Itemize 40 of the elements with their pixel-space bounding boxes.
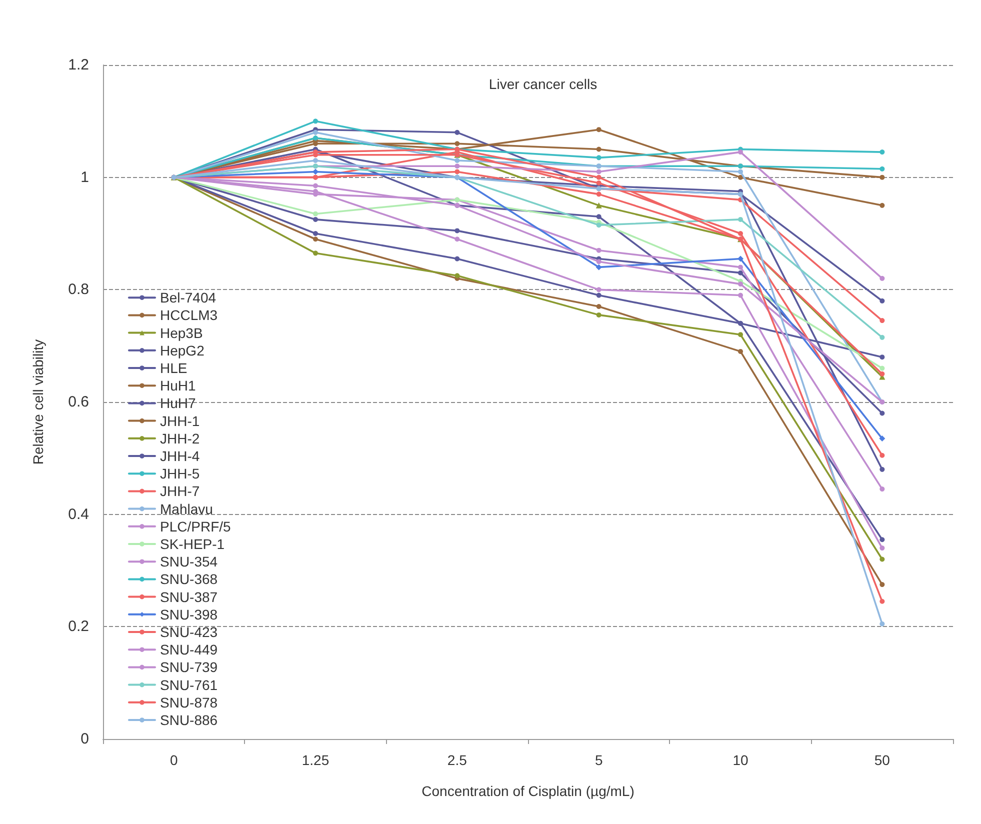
x-tick-label: 2.5: [447, 752, 468, 768]
legend-label: SNU-739: [160, 659, 218, 676]
legend-label: SNU-878: [160, 694, 218, 710]
legend-label: PLC/PRF/5: [160, 518, 232, 534]
legend-label: SNU-423: [160, 624, 218, 640]
y-tick-label: 0.8: [68, 281, 89, 298]
x-tick-label: 1.25: [302, 752, 330, 768]
y-tick-label: 0.4: [68, 506, 89, 523]
legend-label: HepG2: [160, 342, 205, 358]
y-axis-title: Relative cell viability: [30, 339, 46, 465]
legend-label: SNU-368: [160, 571, 218, 588]
y-tick-label: 1: [80, 168, 89, 186]
legend-label: JHH-1: [160, 412, 200, 429]
legend-label: Bel-7404: [160, 290, 216, 306]
legend-label: HuH1: [160, 378, 196, 394]
x-axis-title: Concentration of Cisplatin (µg/mL): [422, 783, 634, 799]
legend-label: SK-HEP-1: [160, 536, 225, 552]
legend-label: JHH-5: [160, 466, 200, 482]
legend-label: Hep3B: [160, 324, 203, 341]
legend-label: JHH-2: [160, 430, 200, 446]
x-tick-label: 10: [732, 752, 748, 768]
legend-label: SNU-449: [160, 642, 218, 658]
text: Liver cancer cells: [488, 76, 598, 92]
y-tick-label: 0.6: [68, 394, 89, 410]
x-tick-label: 0: [170, 752, 178, 768]
legend-label: SNU-761: [160, 676, 218, 693]
legend-label: JHH-7: [160, 483, 200, 500]
legend-label: SNU-354: [160, 554, 218, 570]
legend-label: SNU-886: [160, 712, 218, 728]
legend-label: SNU-387: [160, 588, 218, 605]
legend-label: HLE: [160, 360, 188, 376]
legend-label: SNU-398: [160, 606, 218, 622]
legend-label: HCCLM3: [160, 307, 218, 324]
y-tick-label: 0: [80, 730, 89, 748]
y-tick-label: 1.2: [68, 56, 89, 74]
x-tick-label: 5: [594, 752, 603, 768]
y-tick-label: 0.2: [68, 618, 89, 636]
legend-label: JHH-4: [160, 448, 200, 464]
x-tick-label: 50: [874, 752, 890, 768]
legend-label: Mahlavu: [160, 500, 213, 517]
